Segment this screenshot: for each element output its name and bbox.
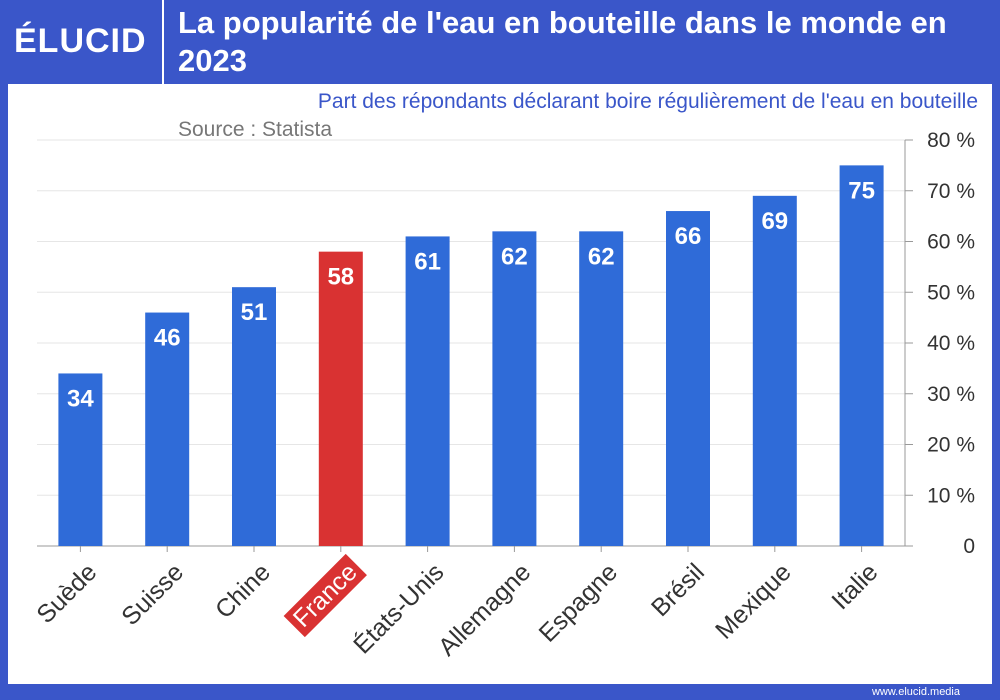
bar	[232, 287, 276, 546]
bar	[752, 195, 797, 546]
value-label: 62	[588, 243, 615, 270]
y-tick-label: 40 %	[927, 332, 975, 355]
bar	[839, 165, 884, 546]
logo: ÉLUCID	[14, 22, 147, 60]
x-tick-group: Brésil	[646, 558, 710, 622]
value-label: 34	[67, 385, 94, 412]
value-label: 75	[848, 177, 875, 204]
value-label: 58	[327, 264, 354, 291]
x-tick-label: Brésil	[646, 558, 710, 622]
x-tick-group: Allemagne	[433, 558, 536, 661]
x-tick-group: Mexique	[710, 558, 797, 645]
y-tick-label: 0	[963, 535, 975, 558]
x-tick-label: Suisse	[116, 558, 189, 631]
y-tick-label: 80 %	[927, 129, 975, 152]
x-tick-group: France	[283, 553, 367, 638]
separator	[162, 0, 164, 84]
x-tick-label: Allemagne	[433, 558, 536, 661]
footer: www.elucid.media	[871, 686, 960, 698]
bar	[492, 231, 537, 546]
x-tick-group: Italie	[826, 558, 883, 615]
highlight-box	[283, 553, 367, 638]
value-label: 61	[414, 248, 441, 275]
value-label: 51	[241, 299, 268, 326]
bar	[145, 312, 190, 546]
x-tick-label: Espagne	[534, 558, 624, 648]
bar	[405, 236, 450, 547]
y-tick-label: 10 %	[927, 484, 975, 507]
source: Source : Statista	[178, 118, 332, 141]
y-tick-label: 20 %	[927, 434, 975, 457]
header: ÉLUCID La popularité de l'eau en bouteil…	[0, 0, 1000, 84]
bar	[579, 231, 624, 546]
y-tick-label: 70 %	[927, 180, 975, 203]
x-tick-group: Espagne	[534, 558, 624, 648]
x-tick-label: Mexique	[710, 558, 797, 645]
x-tick-group: Suisse	[116, 558, 189, 631]
y-tick-label: 30 %	[927, 383, 975, 406]
value-label: 62	[501, 243, 528, 270]
subtitle: Part des répondants déclarant boire régu…	[318, 90, 978, 113]
value-label: 66	[675, 223, 702, 250]
x-tick-group: Chine	[210, 558, 276, 624]
bar	[318, 251, 363, 546]
x-tick-label: France	[288, 558, 363, 633]
x-tick-group: Suède	[31, 558, 102, 629]
x-tick-label: Italie	[826, 558, 883, 615]
value-label: 69	[761, 208, 788, 235]
y-tick-label: 50 %	[927, 281, 975, 304]
bar	[58, 373, 103, 546]
value-label: 46	[154, 325, 181, 352]
chart-title: La popularité de l'eau en bouteille dans…	[178, 5, 947, 78]
bar	[666, 211, 710, 547]
x-tick-label: Suède	[31, 558, 102, 629]
x-tick-label: Chine	[210, 558, 276, 624]
y-tick-label: 60 %	[927, 231, 975, 254]
